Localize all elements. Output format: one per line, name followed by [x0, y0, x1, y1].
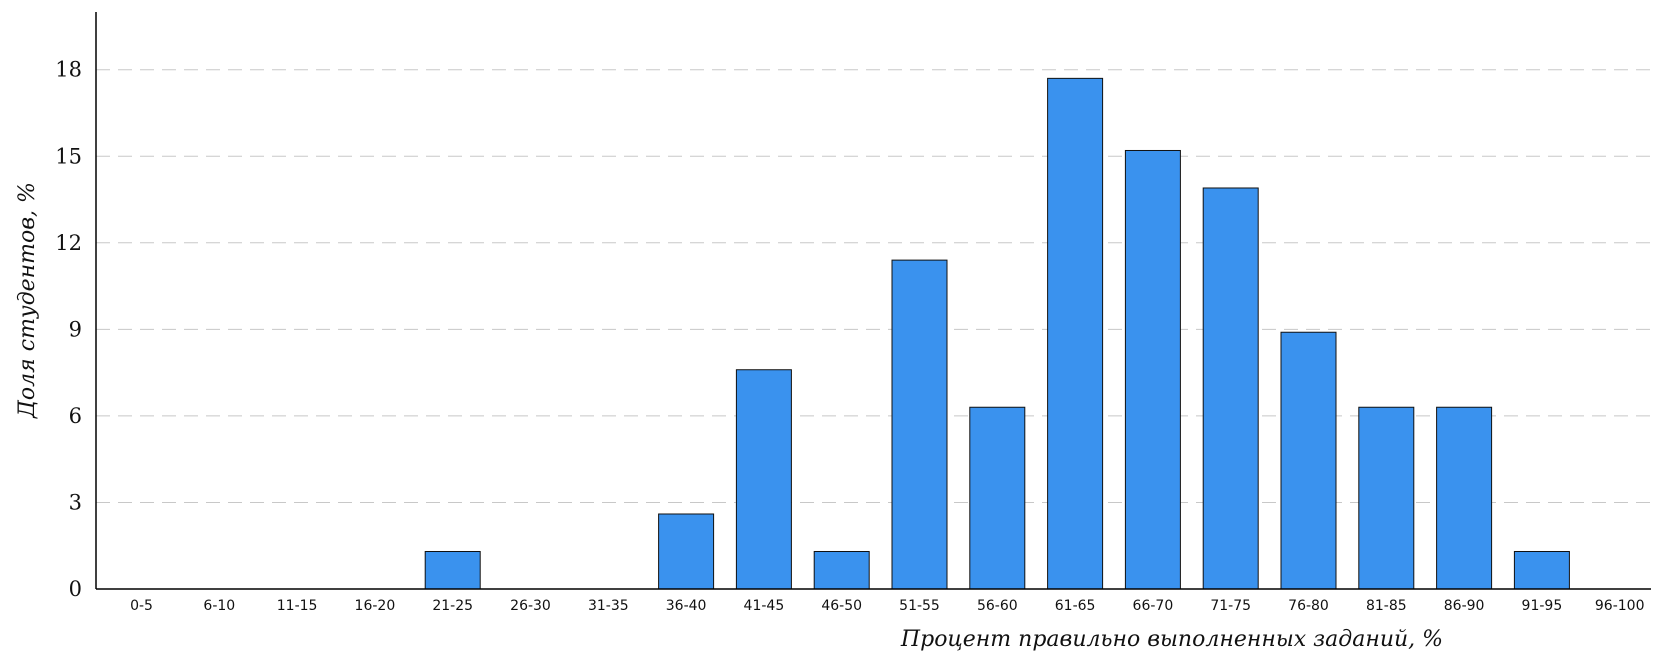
- bar-91-95: [1513, 550, 1570, 590]
- bars: [424, 77, 1570, 590]
- y-axis-title: Доля студентов, %: [15, 182, 40, 419]
- bar-41-45: [735, 369, 792, 590]
- x-tick-label: 11-15: [277, 598, 318, 614]
- y-tick-label: 12: [55, 231, 82, 255]
- x-tick-label: 46-50: [821, 598, 862, 614]
- bar-71-75: [1202, 187, 1259, 590]
- x-tick-label: 26-30: [510, 598, 551, 614]
- y-tick-label: 18: [55, 58, 82, 82]
- y-tick-label: 9: [69, 317, 82, 341]
- x-tick-label: 61-65: [1055, 598, 1096, 614]
- bar-46-50: [813, 550, 870, 590]
- y-tick-label: 3: [69, 490, 82, 514]
- y-tick-labels: 0 3 6 9 12 15 18: [55, 58, 82, 601]
- x-tick-label: 41-45: [744, 598, 785, 614]
- gridlines: [96, 69, 1651, 503]
- bar-61-65: [1047, 77, 1104, 590]
- x-tick-label: 91-95: [1522, 598, 1563, 614]
- bar-21-25: [424, 550, 481, 590]
- x-tick-label: 16-20: [355, 598, 396, 614]
- y-tick-label: 6: [69, 404, 82, 428]
- x-tick-label: 0-5: [130, 598, 153, 614]
- x-tick-label: 36-40: [666, 598, 707, 614]
- x-tick-label: 31-35: [588, 598, 629, 614]
- bar-76-80: [1280, 331, 1337, 590]
- x-tick-label: 96-100: [1595, 598, 1645, 614]
- x-tick-labels: 0-5 6-10 11-15 16-20 21-25 26-30 31-35 36-40 41-…: [130, 598, 1644, 614]
- x-tick-label: 71-75: [1210, 598, 1251, 614]
- x-tick-label: 21-25: [432, 598, 473, 614]
- x-tick-label: 86-90: [1444, 598, 1485, 614]
- bar-66-70: [1124, 149, 1181, 590]
- x-tick-label: 76-80: [1288, 598, 1329, 614]
- y-tick-label: 0: [69, 577, 82, 601]
- bar-51-55: [891, 259, 948, 590]
- x-tick-label: 51-55: [899, 598, 940, 614]
- x-tick-label: 81-85: [1366, 598, 1407, 614]
- bar-36-40: [658, 513, 715, 590]
- x-axis-title: Процент правильно выполненных заданий, %: [900, 627, 1443, 651]
- x-tick-label: 6-10: [203, 598, 235, 614]
- y-tick-label: 15: [55, 144, 82, 168]
- bar-86-90: [1436, 406, 1493, 590]
- x-tick-label: 66-70: [1133, 598, 1174, 614]
- bar-56-60: [969, 406, 1026, 590]
- bar-81-85: [1358, 406, 1415, 590]
- x-tick-label: 56-60: [977, 598, 1018, 614]
